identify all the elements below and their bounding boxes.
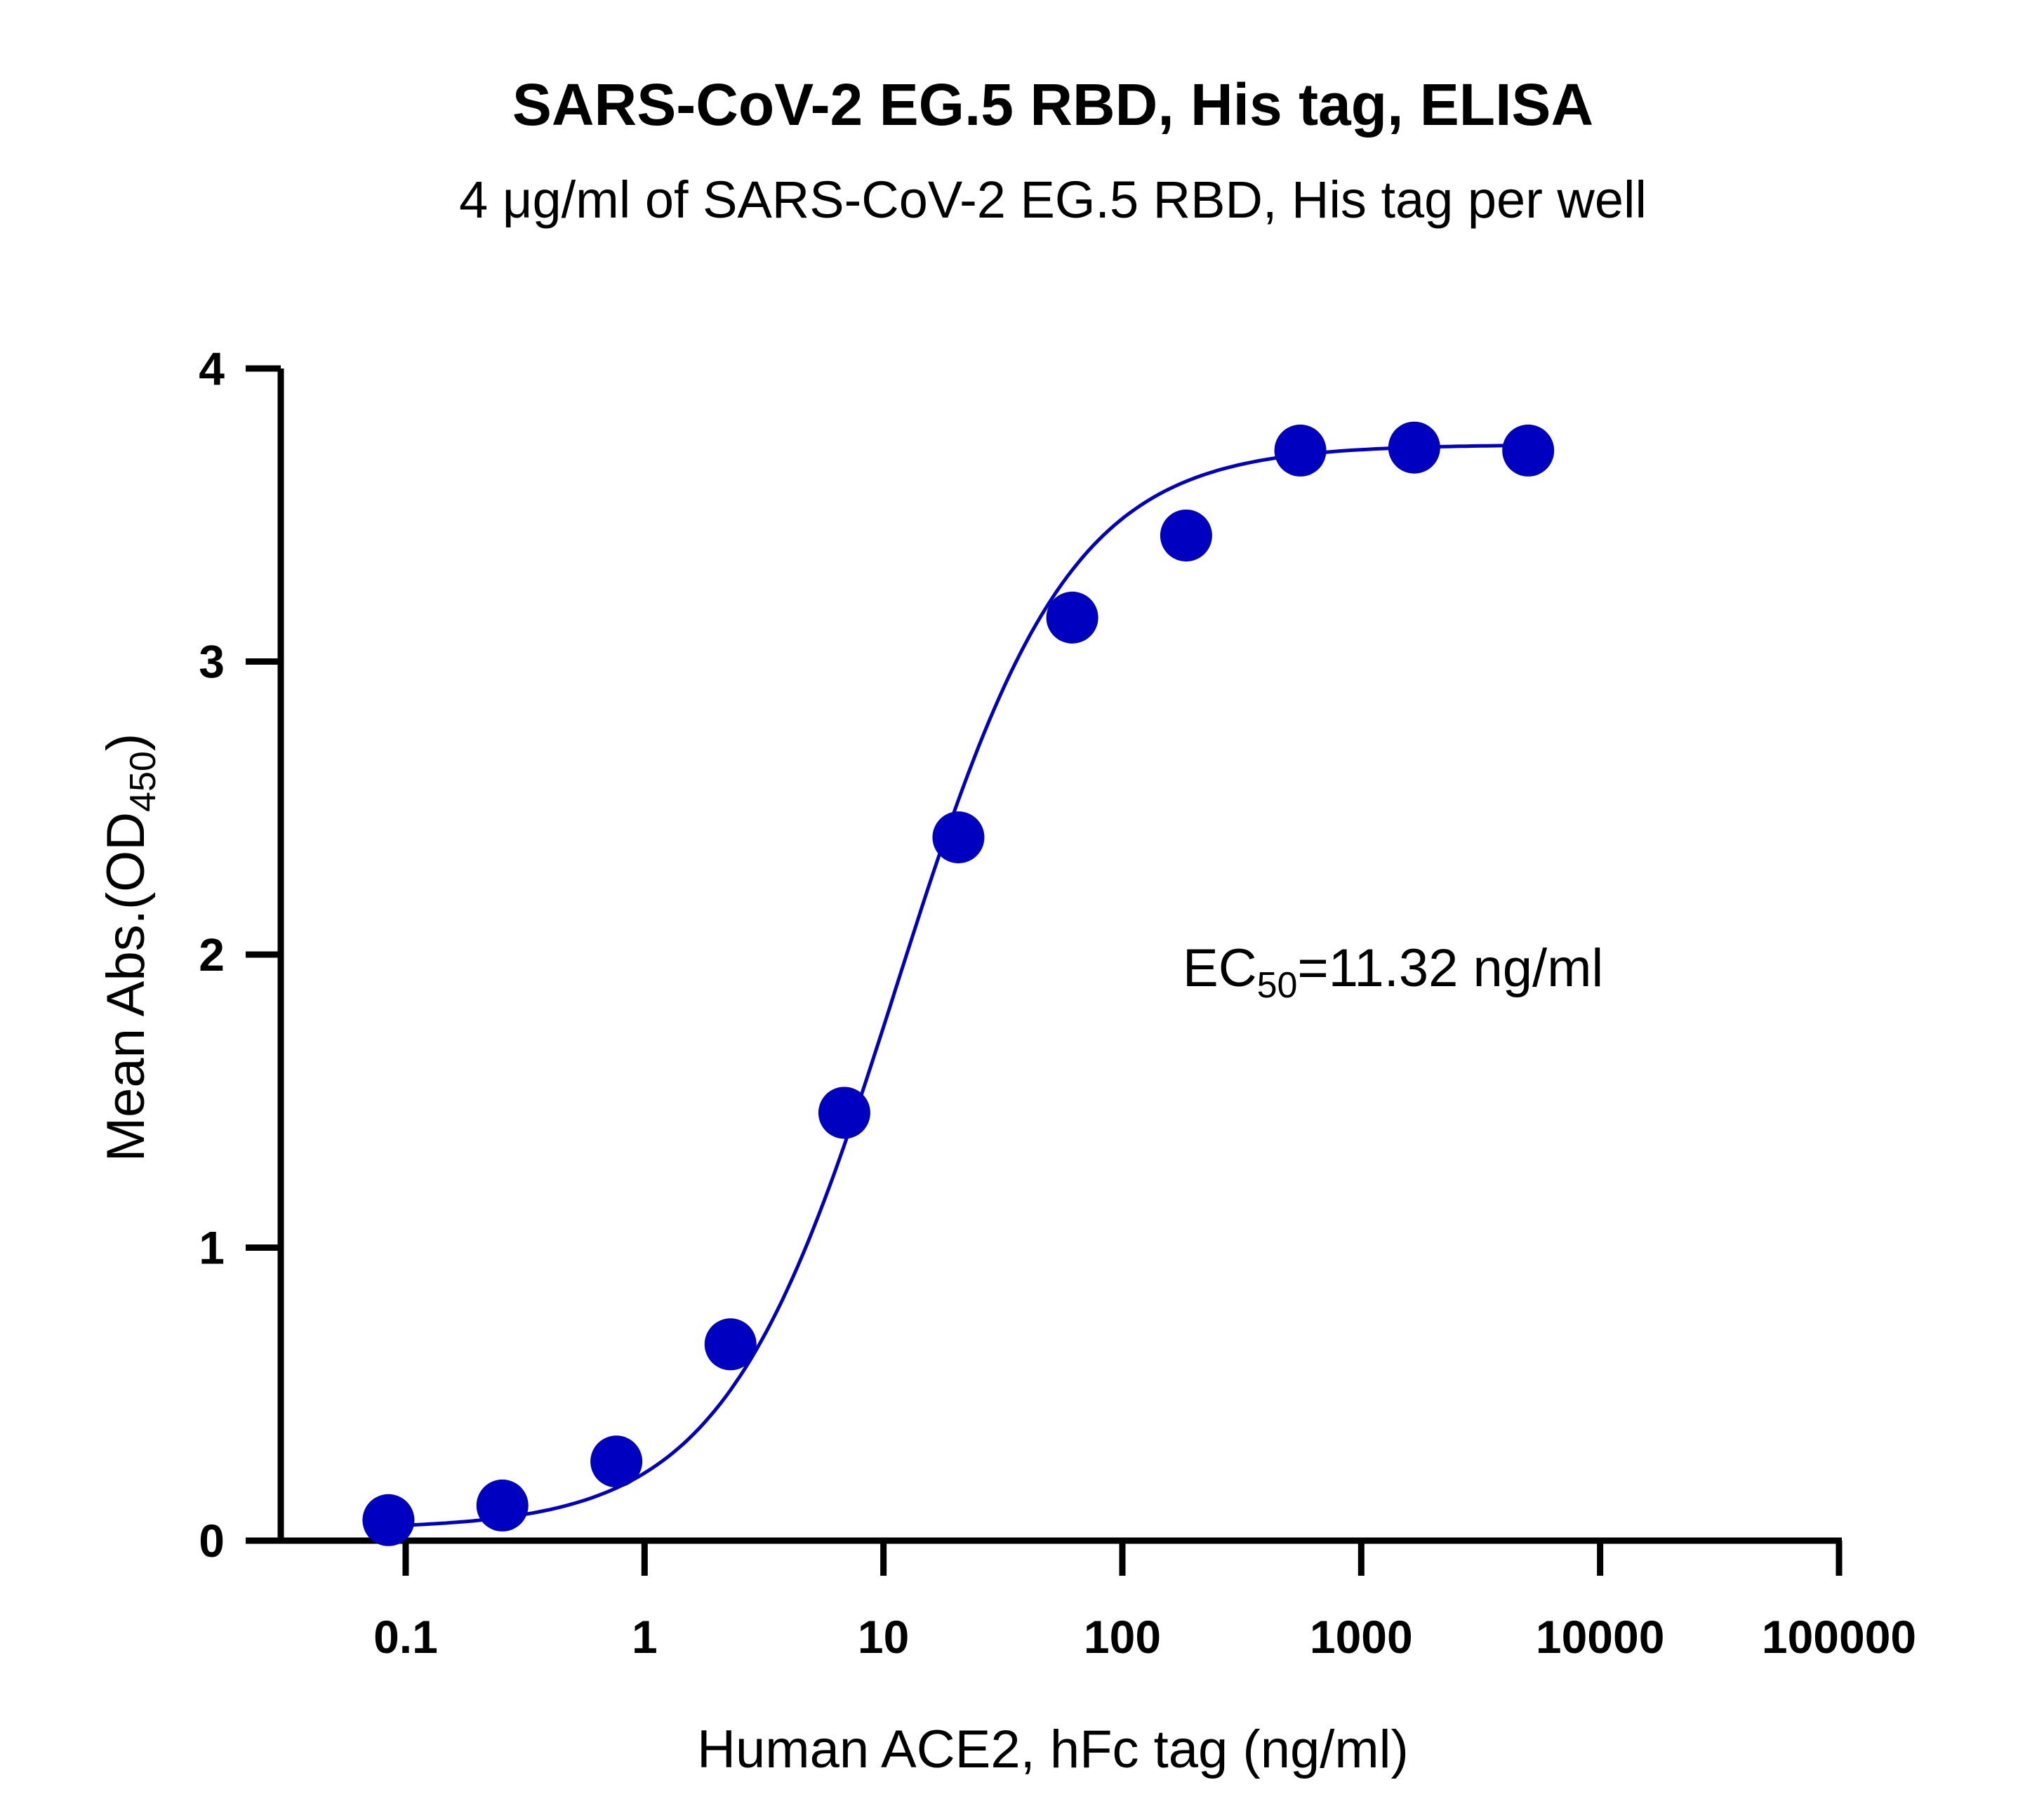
data-point-2 <box>476 1479 529 1532</box>
y-axis-label: Mean Abs.(OD450) <box>96 733 164 1162</box>
y-tick-label-4: 4 <box>199 343 225 394</box>
fit-curve <box>388 444 1529 1528</box>
x-tick-label-10000: 10000 <box>1536 1611 1665 1663</box>
x-axis-label: Human ACE2, hFc tag (ng/ml) <box>697 1720 1409 1779</box>
data-point-5 <box>818 1087 870 1139</box>
y-axis: 0 1 2 3 4 <box>199 343 284 1567</box>
data-point-10 <box>1388 421 1440 474</box>
ec50-subscript: 50 <box>1257 965 1298 1006</box>
y-axis-label-main: Mean Abs.(OD <box>96 812 156 1162</box>
x-axis: 0.1 1 10 100 1000 10000 100000 <box>278 1537 1916 1663</box>
x-tick-label-100: 100 <box>1084 1611 1161 1663</box>
data-point-11 <box>1502 424 1555 477</box>
chart-subtitle: 4 μg/ml of SARS-CoV-2 EG.5 RBD, His tag … <box>459 171 1647 229</box>
data-point-6 <box>932 811 985 863</box>
data-point-7 <box>1046 591 1098 644</box>
plot-area: 0.1 1 10 100 1000 10000 100000 0 1 2 3 4 <box>199 343 1916 1663</box>
x-tick-label-100000: 100000 <box>1762 1611 1916 1663</box>
x-tick-label-1: 1 <box>632 1611 658 1663</box>
data-point-3 <box>590 1435 643 1488</box>
ec50-annotation: EC50=11.32 ng/ml <box>1183 938 1603 1006</box>
chart-title: SARS-CoV-2 EG.5 RBD, His tag, ELISA <box>512 72 1593 138</box>
ec50-value: =11.32 ng/ml <box>1297 938 1603 998</box>
y-tick-label-3: 3 <box>199 636 225 688</box>
y-tick-label-1: 1 <box>199 1222 225 1274</box>
y-axis-label-subscript: 450 <box>123 751 164 812</box>
x-tick-label-0.1: 0.1 <box>373 1611 438 1663</box>
data-point-8 <box>1160 509 1212 562</box>
data-point-1 <box>362 1494 415 1546</box>
data-points <box>362 421 1555 1546</box>
x-tick-label-1000: 1000 <box>1310 1611 1413 1663</box>
x-tick-label-10: 10 <box>858 1611 909 1663</box>
data-point-4 <box>704 1318 757 1371</box>
data-point-9 <box>1274 424 1327 477</box>
ec50-prefix: EC <box>1183 938 1257 998</box>
y-tick-label-2: 2 <box>199 929 225 981</box>
y-tick-label-0: 0 <box>199 1515 225 1567</box>
y-axis-label-suffix: ) <box>96 733 156 751</box>
